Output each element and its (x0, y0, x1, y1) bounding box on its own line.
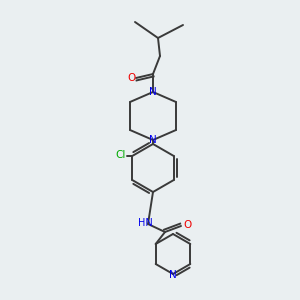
Text: Cl: Cl (115, 150, 125, 160)
Text: O: O (183, 220, 191, 230)
Text: N: N (149, 87, 157, 97)
Text: HN: HN (138, 218, 152, 228)
Text: N: N (149, 135, 157, 145)
Text: O: O (127, 73, 135, 83)
Text: N: N (169, 270, 177, 280)
